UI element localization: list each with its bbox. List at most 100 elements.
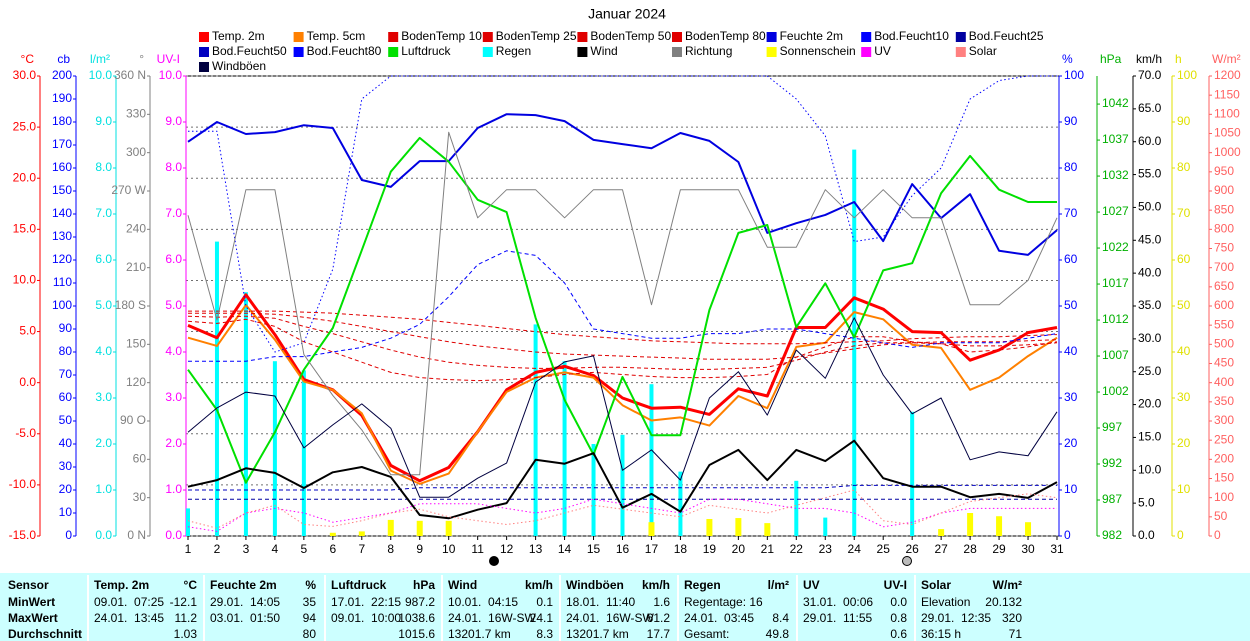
axis-tick-label: 992 <box>1102 456 1122 470</box>
bar <box>678 471 683 536</box>
legend-swatch <box>766 47 777 57</box>
legend-swatch <box>577 32 588 42</box>
x-tick-label: 13 <box>529 542 543 556</box>
cell-value: 1.03 <box>174 627 198 641</box>
legend-swatch <box>293 32 304 42</box>
cell-value: 24.1 <box>530 611 554 625</box>
group-unit: % <box>305 578 316 592</box>
axis-tick-label: 25.0 <box>13 119 37 133</box>
axis-tick-label: 500 <box>1214 337 1234 351</box>
axis-tick-label: 250 <box>1214 432 1234 446</box>
axis-tick-label: 0 <box>65 528 72 542</box>
moon-new <box>489 556 499 566</box>
axis-tick-label: 40 <box>1064 344 1078 358</box>
axis-unit: km/h <box>1136 52 1162 66</box>
axis-tick-label: 30 <box>1064 390 1078 404</box>
group-unit: W/m² <box>993 578 1022 592</box>
group-unit: l/m² <box>768 578 789 592</box>
axis-tick-label: 1150 <box>1214 87 1240 101</box>
axis-tick-label: 15.0 <box>13 222 37 236</box>
axis-tick-label: 350 <box>1214 394 1234 408</box>
axis-tick-label: 100 <box>52 298 72 312</box>
bar <box>967 513 974 536</box>
legend-swatch <box>388 32 399 42</box>
axis-tick-label: 20 <box>1177 436 1191 450</box>
x-tick-label: 14 <box>558 542 572 556</box>
axis-tick-label: 9.0 <box>95 114 112 128</box>
legend-swatch <box>672 32 682 42</box>
series-line <box>187 317 1058 498</box>
axis-tick-label: 35.0 <box>1138 298 1162 312</box>
axis-tick-label: 60 <box>59 390 73 404</box>
axis-tick-label: 900 <box>1214 183 1234 197</box>
axis-tick-label: 987 <box>1102 492 1122 506</box>
group-unit: hPa <box>413 578 435 592</box>
axis-tick-label: 240 <box>126 222 146 236</box>
cell-value: 320 <box>1002 611 1022 625</box>
axis-tick-label: 120 <box>52 252 72 266</box>
legend-swatch <box>861 47 872 57</box>
x-tick-label: 30 <box>1021 542 1035 556</box>
bar <box>938 529 945 536</box>
x-tick-label: 7 <box>358 542 365 556</box>
bar <box>794 480 799 536</box>
cell-value: 35 <box>303 595 317 609</box>
axis-unit: UV-I <box>157 52 180 66</box>
axis-tick-label: 2.0 <box>165 436 182 450</box>
cell-value: 20.132 <box>985 595 1022 609</box>
axis-tick-label: 90 <box>1177 114 1191 128</box>
axis-tick-label: 15.0 <box>1138 430 1162 444</box>
legend-swatch <box>482 47 493 57</box>
bar <box>301 370 306 536</box>
chart-title: Januar 2024 <box>588 6 666 22</box>
legend-label: BodenTemp 80 <box>685 29 766 43</box>
cell-value: 987.2 <box>405 595 435 609</box>
axis-tick-label: -10.0 <box>9 477 37 491</box>
legend-swatch <box>766 32 777 42</box>
series-line <box>187 136 1057 484</box>
axis-tick-label: 1002 <box>1102 384 1129 398</box>
series-line <box>187 439 1058 520</box>
cell-value: 0.0 <box>890 595 907 609</box>
axis-tick-label: 6.0 <box>95 252 112 266</box>
axis-tick-label: 0.0 <box>19 375 36 389</box>
axis-tick-label: -15.0 <box>9 528 37 542</box>
axis-tick-label: 10.0 <box>89 68 113 82</box>
cell-value: -12.1 <box>170 595 198 609</box>
axis-tick-label: 20.0 <box>13 170 37 184</box>
axis-tick-label: 100 <box>1177 68 1197 82</box>
cell-value: 0.1 <box>536 595 553 609</box>
cell-value: 71 <box>1009 627 1023 641</box>
cell-label: 24.01. 13:45 <box>94 611 164 625</box>
row-label: MaxWert <box>8 611 58 625</box>
axis-tick-label: 30.0 <box>13 68 37 82</box>
bar <box>214 241 219 536</box>
legend-swatch <box>388 47 399 57</box>
group-title: Feuchte 2m <box>210 578 277 592</box>
axis-tick-label: 0 N <box>127 528 146 542</box>
axis-unit: h <box>1175 52 1182 66</box>
axis-tick-label: 20 <box>59 482 73 496</box>
legend-label: Wind <box>590 44 617 58</box>
x-tick-label: 10 <box>442 542 456 556</box>
axis-tick-label: 4.0 <box>95 344 112 358</box>
group-title: Solar <box>921 578 951 592</box>
series-line <box>187 113 1058 256</box>
cell-value: 1015.6 <box>398 627 435 641</box>
legend-label: UV <box>874 44 891 58</box>
cell-label: 03.01. 01:50 <box>210 611 280 625</box>
bar <box>272 361 277 536</box>
axis-tick-label: 9.0 <box>165 114 182 128</box>
axis-tick-label: 80 <box>1177 160 1191 174</box>
legend-label: Bod.Feucht80 <box>307 44 382 58</box>
x-tick-label: 25 <box>877 542 891 556</box>
axis-tick-label: 8.0 <box>165 160 182 174</box>
legend-swatch <box>672 47 682 57</box>
bar <box>1025 522 1032 536</box>
axis-tick-label: 120 <box>126 375 146 389</box>
axis-tick-label: 80 <box>1064 160 1078 174</box>
series-line <box>187 489 1058 529</box>
axis-tick-label: 100 <box>1214 490 1234 504</box>
axis-tick-label: -5.0 <box>15 426 36 440</box>
axis-tick-label: 30 <box>59 459 73 473</box>
